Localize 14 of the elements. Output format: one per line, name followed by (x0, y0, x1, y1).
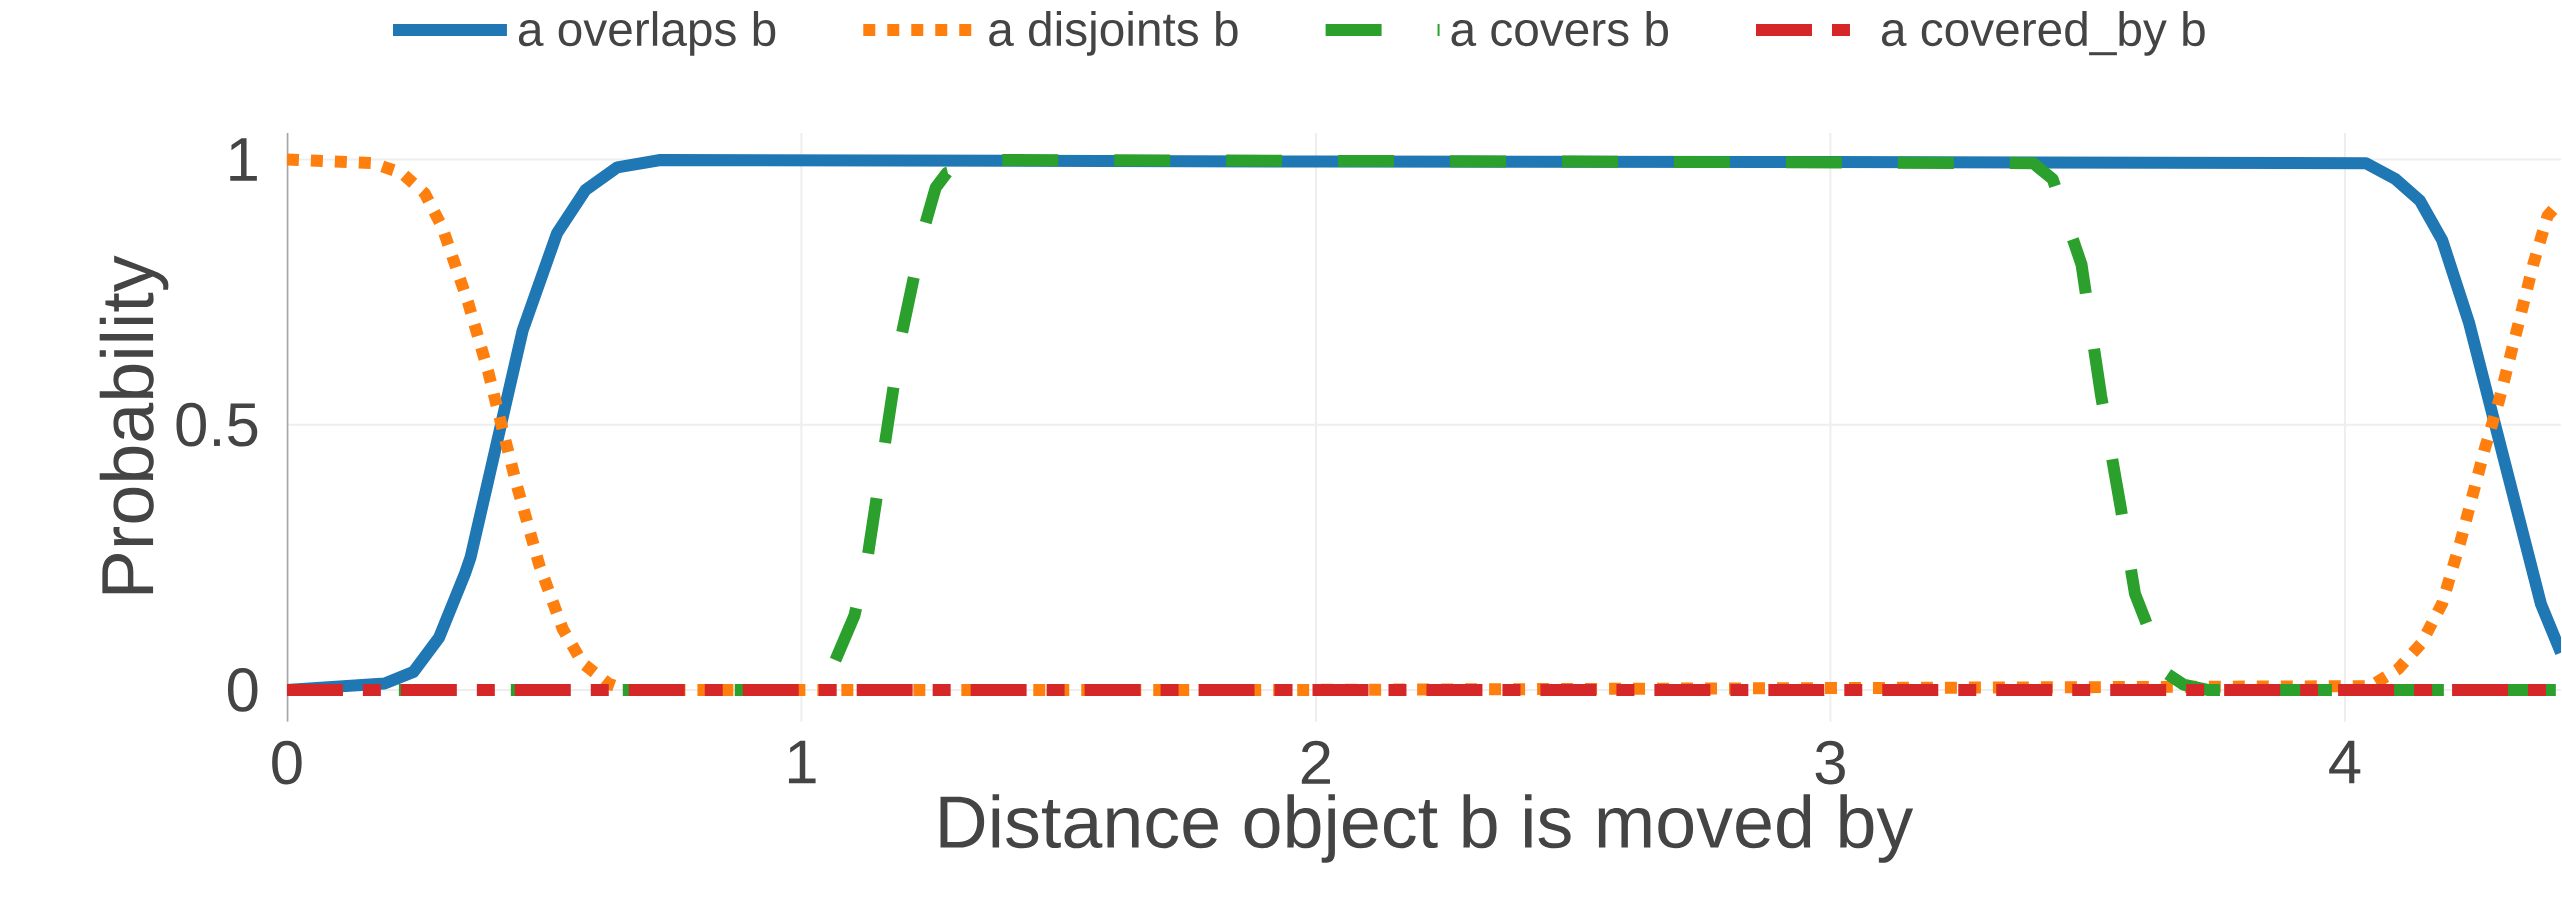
y-tick-label: 1 (230, 138, 257, 181)
legend-label: a covers b (1451, 11, 1668, 47)
x-tick-label: 0 (272, 740, 302, 785)
legend-label: a covered_by b (1881, 11, 2205, 56)
x-tick-label: 4 (2329, 740, 2361, 784)
y-tick-label: 0 (227, 668, 258, 712)
x-tick-label: 3 (1815, 740, 1845, 785)
legend-label: a overlaps b (518, 11, 776, 56)
legend-label: a disjoints b (989, 11, 1238, 56)
y-tick-label: 0.5 (176, 402, 258, 447)
x-axis-title: Distance object b is moved by (940, 794, 1914, 864)
x-tick-label: 2 (1301, 740, 1330, 785)
x-tick-label: 1 (788, 740, 816, 784)
y-axis-title: Probability (99, 255, 169, 594)
